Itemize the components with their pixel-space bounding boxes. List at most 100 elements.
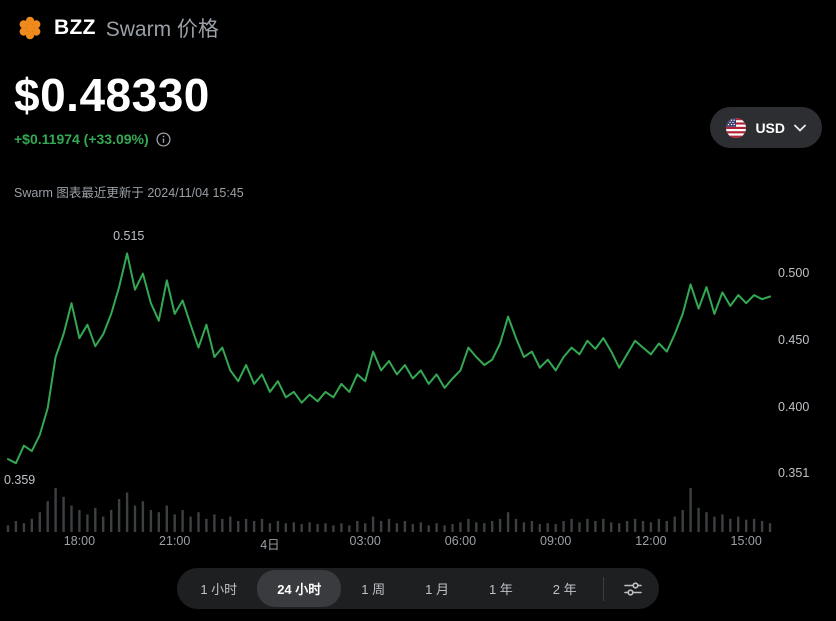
- time-range-tab-4[interactable]: 1 月: [405, 570, 469, 607]
- volume-bar: [729, 518, 732, 532]
- volume-bar: [324, 523, 327, 532]
- volume-bar: [610, 522, 613, 532]
- volume-bar: [237, 521, 240, 532]
- y-axis-label: 0.450: [778, 332, 810, 347]
- volume-bar: [340, 523, 343, 532]
- volume-bar: [189, 516, 192, 532]
- volume-bar: [125, 492, 129, 532]
- volume-bar: [411, 524, 414, 532]
- last-updated-text: Swarm 图表最近更新于 2024/11/04 15:45: [14, 186, 244, 200]
- volume-bar: [348, 525, 351, 532]
- volume-bar: [149, 510, 153, 532]
- volume-bar: [38, 512, 41, 532]
- volume-bar: [284, 523, 287, 532]
- volume-bar: [86, 514, 89, 532]
- volume-bar: [498, 518, 502, 532]
- volume-bar: [403, 521, 407, 532]
- volume-bar: [46, 501, 49, 532]
- tabbar-divider: [602, 576, 604, 601]
- high-annotation: 0.515: [113, 229, 145, 244]
- volume-bar: [633, 518, 637, 532]
- volume-bar: [570, 518, 573, 532]
- volume-bar: [649, 522, 653, 532]
- currency-label: USD: [755, 119, 785, 136]
- volume-bar: [602, 518, 605, 532]
- volume-bar: [745, 519, 748, 532]
- time-range-tab-5[interactable]: 1 年: [469, 570, 533, 607]
- low-annotation: 0.359: [3, 473, 36, 488]
- volume-bar: [22, 523, 26, 532]
- x-axis-label: 18:00: [63, 534, 96, 548]
- x-axis-label: 06:00: [444, 534, 477, 548]
- volume-bar: [229, 516, 232, 532]
- currency-selector[interactable]: USD: [710, 107, 822, 148]
- time-range-tab-3[interactable]: 1 周: [341, 570, 405, 607]
- volume-bar: [141, 501, 145, 532]
- us-flag-icon: [726, 117, 747, 138]
- volume-bar: [165, 505, 168, 532]
- price-chart-canvas: [6, 252, 772, 532]
- volume-bar: [483, 523, 486, 532]
- volume-bar: [70, 505, 73, 532]
- volume-bar: [689, 488, 692, 532]
- volume-bar: [205, 518, 208, 532]
- volume-bar: [78, 510, 81, 532]
- volume-bar: [641, 521, 645, 532]
- volume-bar: [244, 518, 248, 532]
- volume-bar: [451, 524, 454, 532]
- volume-bar: [618, 523, 621, 532]
- volume-bar: [14, 521, 18, 532]
- x-axis-label: 09:00: [540, 534, 572, 548]
- volume-bar: [252, 521, 256, 532]
- volume-bar: [117, 499, 121, 532]
- volume-bar: [260, 518, 264, 532]
- volume-bar: [268, 523, 272, 532]
- volume-bar: [94, 507, 97, 532]
- volume-bar: [586, 518, 589, 532]
- volume-bar: [62, 496, 65, 532]
- y-axis-label: 0.400: [778, 400, 810, 415]
- x-axis-label: 4日: [260, 538, 280, 552]
- volume-bar: [760, 521, 764, 532]
- volume-bar: [546, 523, 549, 532]
- volume-bar: [681, 510, 684, 532]
- volume-bar: [435, 523, 438, 532]
- time-range-tab-1[interactable]: 1 小时: [180, 570, 257, 607]
- volume-bar: [276, 521, 280, 532]
- volume-bar: [292, 522, 295, 532]
- volume-bar: [379, 521, 383, 532]
- volume-bar: [371, 516, 375, 532]
- info-icon[interactable]: [156, 131, 171, 147]
- volume-bar: [721, 514, 724, 532]
- volume-bar: [133, 505, 137, 532]
- volume-bar: [538, 524, 541, 532]
- volume-bar: [625, 521, 629, 532]
- volume-bar: [356, 521, 359, 532]
- volume-bar: [316, 524, 319, 532]
- volume-bar: [697, 507, 700, 532]
- asset-name: Swarm 价格: [105, 18, 219, 41]
- volume-bar: [6, 525, 10, 532]
- volume-bar: [387, 518, 391, 532]
- volume-bar: [197, 512, 200, 532]
- volume-bar: [181, 510, 184, 532]
- volume-bar: [768, 523, 772, 532]
- y-axis-label: 0.351: [778, 465, 810, 480]
- volume-bar: [665, 521, 668, 532]
- volume-bar: [300, 524, 303, 532]
- volume-bar: [491, 521, 494, 532]
- volume-bar: [752, 518, 756, 532]
- volume-bar: [459, 522, 462, 532]
- volume-bar: [530, 521, 534, 532]
- time-range-tab-6[interactable]: 2 年: [533, 570, 597, 607]
- volume-bar: [157, 512, 160, 532]
- time-range-tab-2[interactable]: 24 小时: [257, 570, 342, 607]
- chevron-down-icon: [794, 124, 806, 132]
- price-chart[interactable]: 0.500 0.450 0.400 0.351 18:00 21:00 4日 03:00 06:…: [0, 228, 836, 568]
- volume-bar: [419, 522, 422, 532]
- volume-bar: [657, 518, 661, 532]
- chart-settings-button[interactable]: [610, 571, 656, 606]
- volume-bar: [737, 516, 740, 532]
